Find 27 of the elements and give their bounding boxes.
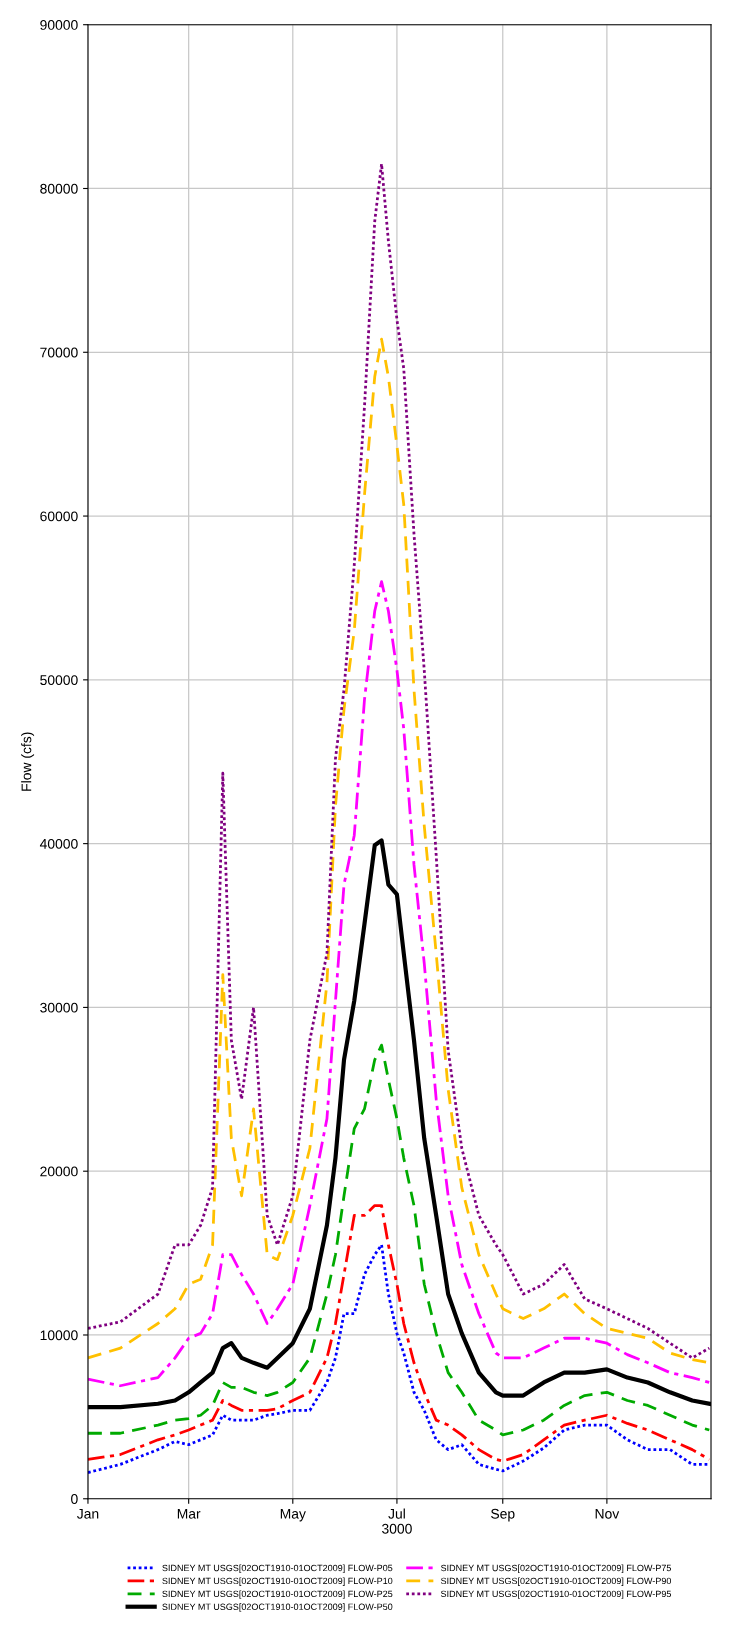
x-tick-label: Mar xyxy=(177,1509,201,1519)
line-series xyxy=(87,580,711,1388)
x-tick-label: Jan xyxy=(76,1509,99,1519)
x-tick-label: May xyxy=(280,1509,306,1522)
y-tick-label: 70000 xyxy=(40,347,78,358)
legend-label: SIDNEY MT USGS[02OCT1910-01OCT2009] FLOW-P90 xyxy=(440,1577,672,1586)
x-tick-label: Jul 3000 xyxy=(382,1508,412,1534)
legend-label: SIDNEY MT USGS[02OCT1910-01OCT2009] FLOW-P75 xyxy=(440,1564,671,1573)
y-axis-title: Flow (cfs) xyxy=(21,732,35,791)
y-tick-label: 0 xyxy=(71,1494,78,1504)
legend-label: SIDNEY MT USGS[02OCT1910-01OCT2009] FLOW-P10 xyxy=(162,1577,393,1586)
y-tick-label: 30000 xyxy=(40,1002,78,1013)
y-tick-label: 10000 xyxy=(40,1330,78,1341)
y-tick-label: 40000 xyxy=(39,838,78,849)
legend-label: SIDNEY MT USGS[02OCT1910-01OCT2009] FLOW-P50 xyxy=(162,1603,393,1612)
y-tick-label: 60000 xyxy=(40,511,78,522)
y-tick-label: 80000 xyxy=(40,183,78,194)
y-tick-label: 20000 xyxy=(40,1166,78,1177)
x-tick-label: Nov xyxy=(595,1509,620,1519)
legend-label: SIDNEY MT USGS[02OCT1910-01OCT2009] FLOW-P95 xyxy=(440,1590,671,1599)
legend-label: SIDNEY MT USGS[02OCT1910-01OCT2009] FLOW-P25 xyxy=(162,1590,393,1599)
x-tick-label: Sep xyxy=(491,1508,515,1522)
y-tick-label: 90000 xyxy=(40,20,78,30)
y-tick-label: 50000 xyxy=(40,675,78,686)
legend-label: SIDNEY MT USGS[02OCT1910-01OCT2009] FLOW-P05 xyxy=(162,1564,393,1573)
line-series xyxy=(87,1043,711,1437)
line-series xyxy=(87,1204,711,1463)
